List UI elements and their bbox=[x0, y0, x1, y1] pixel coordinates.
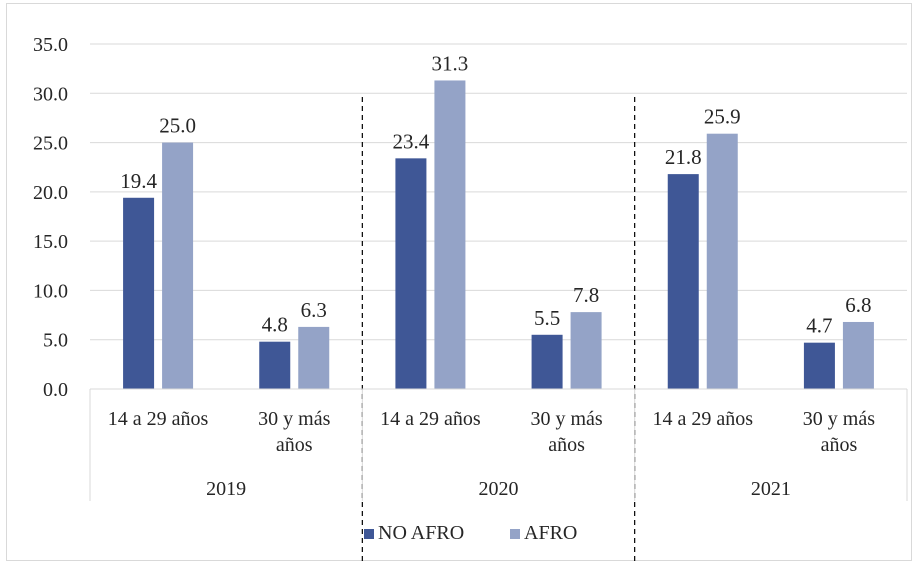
category-label: 14 a 29 años bbox=[652, 408, 753, 430]
y-tick-label: 5.0 bbox=[43, 330, 68, 352]
data-label: 7.8 bbox=[573, 283, 599, 307]
bar-no-afro bbox=[804, 343, 835, 389]
data-label: 21.8 bbox=[665, 145, 702, 169]
data-label: 19.4 bbox=[120, 169, 157, 193]
y-tick-label: 35.0 bbox=[33, 34, 68, 56]
data-label: 25.0 bbox=[159, 114, 196, 138]
bar-afro bbox=[162, 143, 193, 389]
year-label: 2019 bbox=[206, 478, 246, 500]
bar-no-afro bbox=[668, 174, 699, 389]
y-tick-label: 0.0 bbox=[43, 379, 68, 401]
data-label: 6.3 bbox=[301, 298, 327, 322]
data-label: 31.3 bbox=[432, 51, 469, 75]
category-label: años bbox=[548, 434, 585, 456]
bar-no-afro bbox=[123, 198, 154, 389]
category-label: 14 a 29 años bbox=[380, 408, 481, 430]
y-tick-label: 10.0 bbox=[33, 280, 68, 302]
legend-label: AFRO bbox=[524, 522, 577, 544]
category-label: 30 y más bbox=[803, 408, 875, 430]
legend-label: NO AFRO bbox=[378, 522, 464, 544]
category-label: años bbox=[276, 434, 313, 456]
data-label: 23.4 bbox=[393, 129, 430, 153]
data-label: 5.5 bbox=[534, 306, 560, 330]
y-tick-label: 30.0 bbox=[33, 83, 68, 105]
category-label: 30 y más bbox=[258, 408, 330, 430]
year-label: 2020 bbox=[479, 478, 519, 500]
data-label: 25.9 bbox=[704, 105, 741, 129]
bar-afro bbox=[571, 312, 602, 389]
bar-afro bbox=[434, 80, 465, 389]
year-label: 2021 bbox=[751, 478, 791, 500]
bar-no-afro bbox=[395, 158, 426, 389]
bar-afro bbox=[298, 327, 329, 389]
legend-swatch-no-afro bbox=[364, 529, 374, 539]
bar-afro bbox=[707, 134, 738, 389]
bar-no-afro bbox=[259, 342, 290, 389]
category-label: 14 a 29 años bbox=[108, 408, 209, 430]
bar-afro bbox=[843, 322, 874, 389]
y-tick-label: 20.0 bbox=[33, 182, 68, 204]
category-label: años bbox=[821, 434, 858, 456]
category-label: 30 y más bbox=[530, 408, 602, 430]
y-tick-label: 15.0 bbox=[33, 231, 68, 253]
bar-no-afro bbox=[532, 335, 563, 389]
data-label: 6.8 bbox=[845, 293, 871, 317]
y-tick-label: 25.0 bbox=[33, 133, 68, 155]
data-label: 4.7 bbox=[806, 314, 832, 338]
legend-swatch-afro bbox=[510, 529, 520, 539]
data-label: 4.8 bbox=[262, 313, 288, 337]
